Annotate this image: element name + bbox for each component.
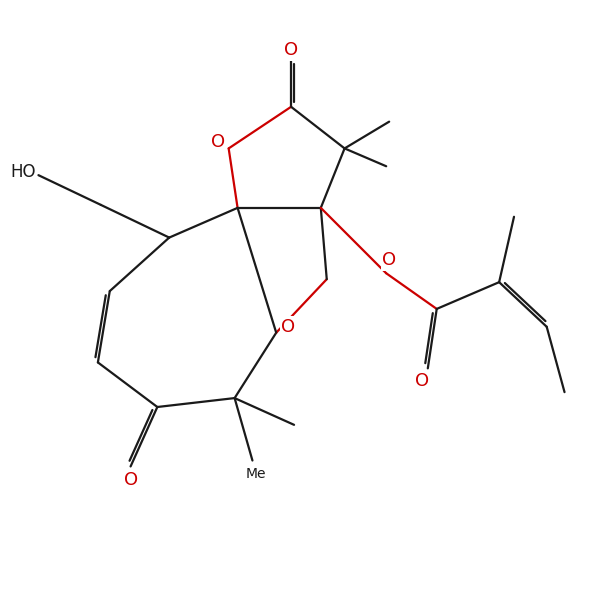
Text: O: O: [382, 251, 396, 269]
Text: HO: HO: [10, 163, 35, 181]
Text: O: O: [284, 41, 298, 59]
Text: O: O: [211, 133, 225, 151]
Text: Me: Me: [245, 467, 266, 481]
Text: O: O: [124, 470, 137, 488]
Text: O: O: [415, 373, 429, 391]
Text: O: O: [281, 318, 295, 336]
